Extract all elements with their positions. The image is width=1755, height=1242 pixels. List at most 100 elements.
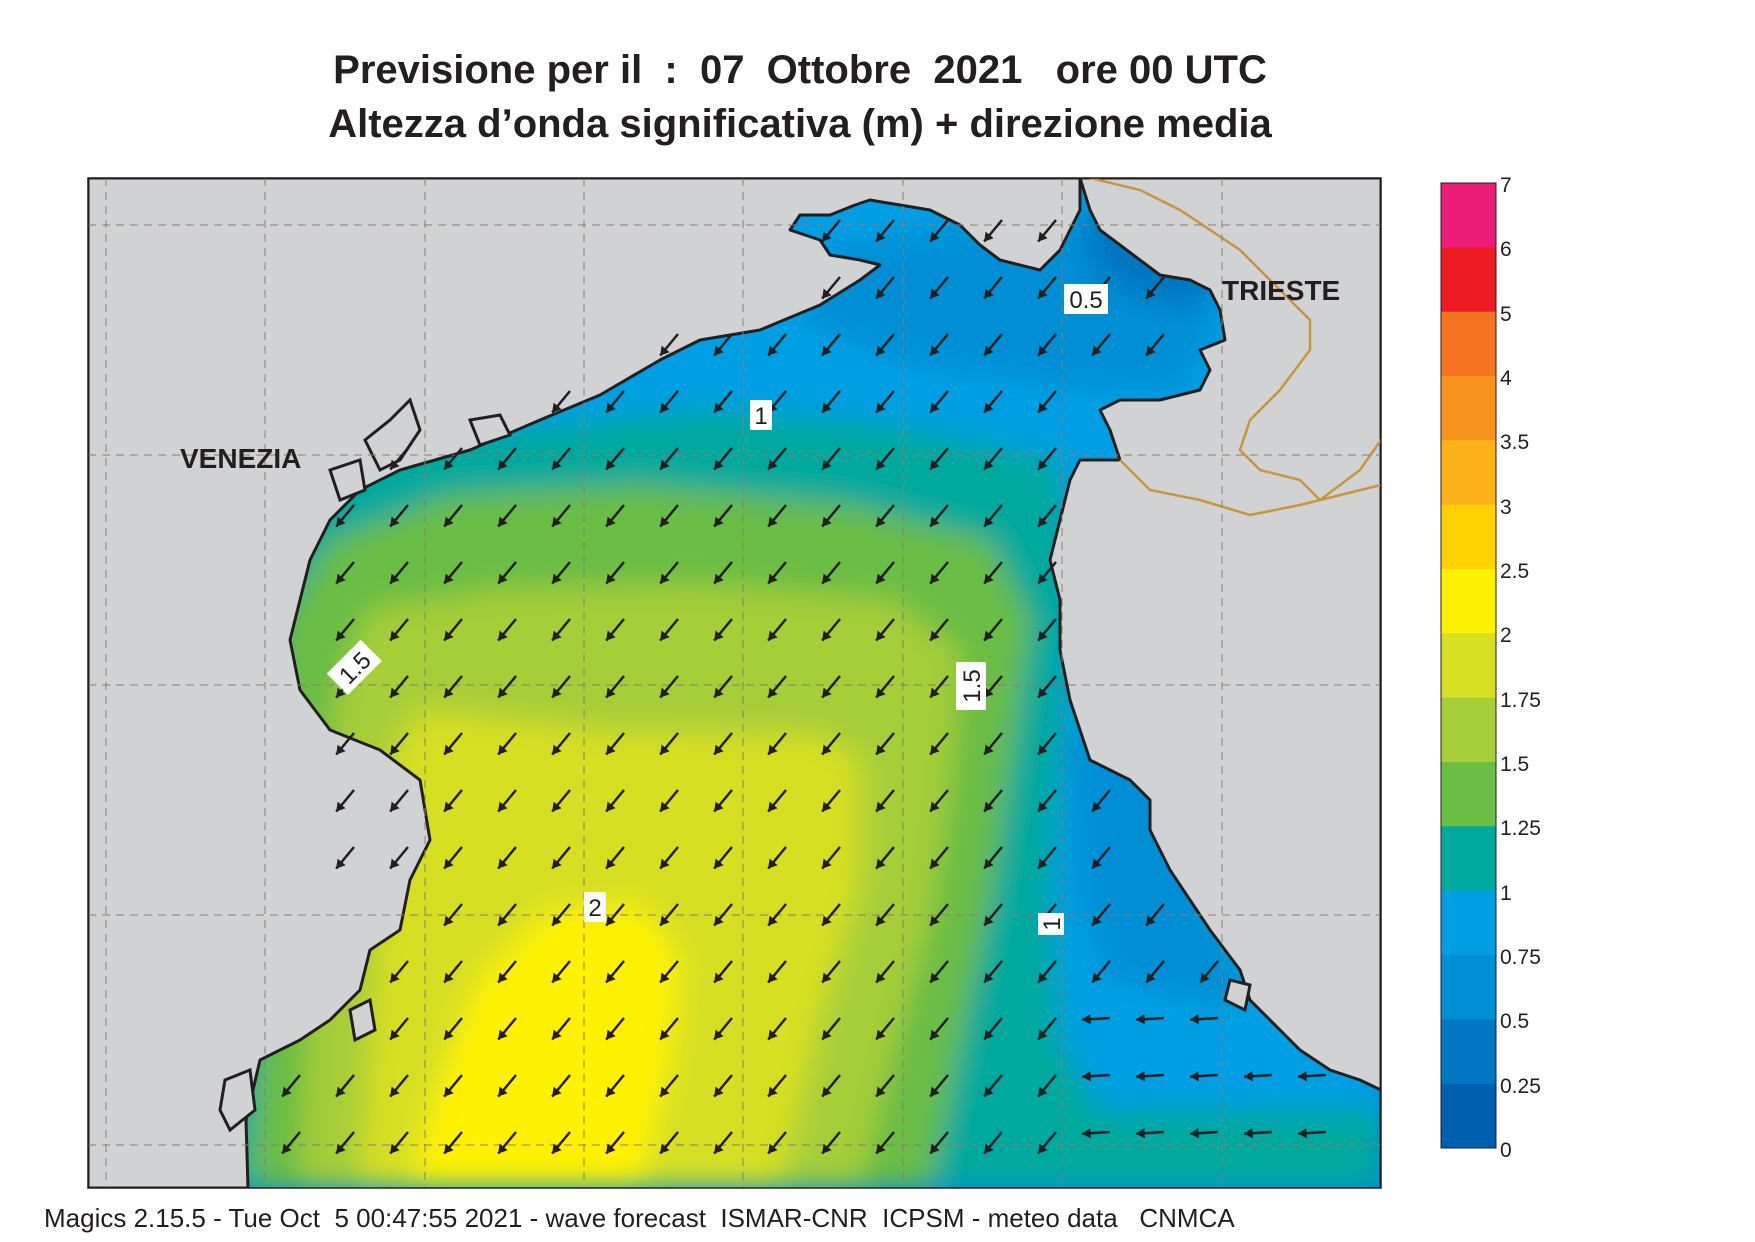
wave-arrow-head (822, 744, 832, 755)
wave-arrow-head (768, 573, 778, 584)
contour-label-2: 2 (584, 892, 606, 922)
wave-arrow-head (552, 402, 562, 413)
legend-swatch (1441, 247, 1496, 313)
country-border-south (1119, 459, 1381, 517)
wave-arrow-head (660, 1143, 670, 1154)
wave-arrow-head (876, 573, 886, 584)
legend-label: 2.5 (1500, 560, 1530, 583)
legend-swatch (1441, 826, 1496, 892)
legend-swatch (1441, 890, 1496, 956)
contour-label-1-south-text: 1 (1039, 917, 1066, 930)
wave-arrow-head (822, 687, 832, 698)
wave-arrow-head (660, 744, 670, 755)
wave-arrow-head (660, 459, 670, 470)
wave-arrow-head (336, 858, 346, 869)
wave-arrow-head (714, 1086, 724, 1097)
wave-arrow-head (876, 972, 886, 983)
wave-arrow-head (876, 1029, 886, 1040)
wave-arrow-head (1038, 516, 1048, 527)
wave-arrow-head (714, 345, 724, 356)
wave-arrow-head (768, 630, 778, 641)
wave-arrow-head (876, 402, 886, 413)
contour-label-1-5-east: 1.5 (956, 662, 986, 710)
map-footer: Magics 2.15.5 - Tue Oct 5 00:47:55 2021 … (44, 1203, 1235, 1233)
wave-arrow-head (714, 858, 724, 869)
wave-arrow-head (444, 573, 454, 584)
wave-arrow-head (390, 687, 400, 698)
sea-band-05-075-east (1070, 720, 1250, 1000)
wave-arrow-head (930, 573, 940, 584)
wave-arrow-head (606, 801, 616, 812)
wave-arrow-head (498, 744, 508, 755)
wave-arrow-head (336, 1086, 346, 1097)
wave-arrow-head (498, 801, 508, 812)
wave-arrow-head (984, 1143, 994, 1154)
wave-arrow-head (930, 630, 940, 641)
wave-arrow-head (390, 858, 400, 869)
island-3 (467, 413, 513, 447)
wave-arrow-head (1082, 1128, 1091, 1139)
island-2 (328, 458, 367, 502)
wave-arrow-head (444, 801, 454, 812)
wave-arrow-head (768, 915, 778, 926)
wave-arrow-head (390, 1029, 400, 1040)
wave-arrow-head (606, 402, 616, 413)
wave-arrow-head (660, 345, 670, 356)
island-4 (218, 1067, 257, 1133)
wave-arrow-head (876, 687, 886, 698)
wave-arrow-head (606, 744, 616, 755)
wave-arrow-head (552, 744, 562, 755)
wave-arrow-head (930, 288, 940, 299)
wave-arrow-head (1038, 630, 1048, 641)
wave-arrow-head (660, 972, 670, 983)
wave-arrow-head (876, 459, 886, 470)
wave-arrow-head (984, 345, 994, 356)
legend-label: 1.5 (1500, 753, 1530, 776)
legend-label: 0.5 (1500, 1010, 1530, 1034)
wave-arrow-head (1038, 231, 1048, 242)
wave-arrow-head (984, 744, 994, 755)
land (88, 178, 1381, 1188)
legend-label: 0 (1500, 1139, 1512, 1162)
wave-arrow-head (1038, 573, 1048, 584)
wave-arrow-head (606, 1086, 616, 1097)
wave-arrow-head (1038, 1029, 1048, 1040)
wave-arrow-head (822, 801, 832, 812)
contour-label-1: 1 (750, 400, 772, 430)
wave-arrow-head (822, 1143, 832, 1154)
wave-arrow-head (1146, 915, 1156, 926)
contour-label-1-5-east-text: 1.5 (959, 669, 986, 702)
wave-arrow-head (498, 915, 508, 926)
wave-arrow-head (390, 801, 400, 812)
wave-arrow-head (984, 459, 994, 470)
wave-direction-arrows (281, 219, 1327, 1155)
wave-arrow-head (660, 402, 670, 413)
legend-label: 1.25 (1500, 817, 1541, 841)
wave-arrow-head (930, 801, 940, 812)
wave-arrow-head (1244, 1071, 1253, 1082)
wave-arrow-head (714, 915, 724, 926)
legend-label: 5 (1500, 302, 1512, 326)
wave-arrow-head (336, 1143, 346, 1154)
wave-arrow-head (552, 801, 562, 812)
wave-arrow-head (930, 972, 940, 983)
land-northeast (1048, 178, 1381, 1188)
wave-arrow-head (714, 744, 724, 755)
wave-arrow-head (822, 231, 832, 242)
wave-arrow-head (1038, 858, 1048, 869)
legend-label: 4 (1500, 367, 1512, 390)
wave-arrow-head (822, 915, 832, 926)
wave-arrow-head (444, 687, 454, 698)
wave-arrow-head (714, 516, 724, 527)
wave-arrow-head (714, 573, 724, 584)
wave-arrow-head (1146, 972, 1156, 983)
legend-swatch (1441, 183, 1496, 248)
wave-arrow-head (876, 231, 886, 242)
wave-arrow-head (930, 516, 940, 527)
legend-label: 1.75 (1500, 688, 1541, 712)
wave-arrow-head (1082, 1071, 1091, 1082)
wave-arrow-head (1082, 1014, 1091, 1025)
wave-arrow-head (390, 744, 400, 755)
map-title-line1: Previsione per il : 07 Ottobre 2021 ore … (333, 48, 1267, 92)
wave-arrow-head (444, 1086, 454, 1097)
